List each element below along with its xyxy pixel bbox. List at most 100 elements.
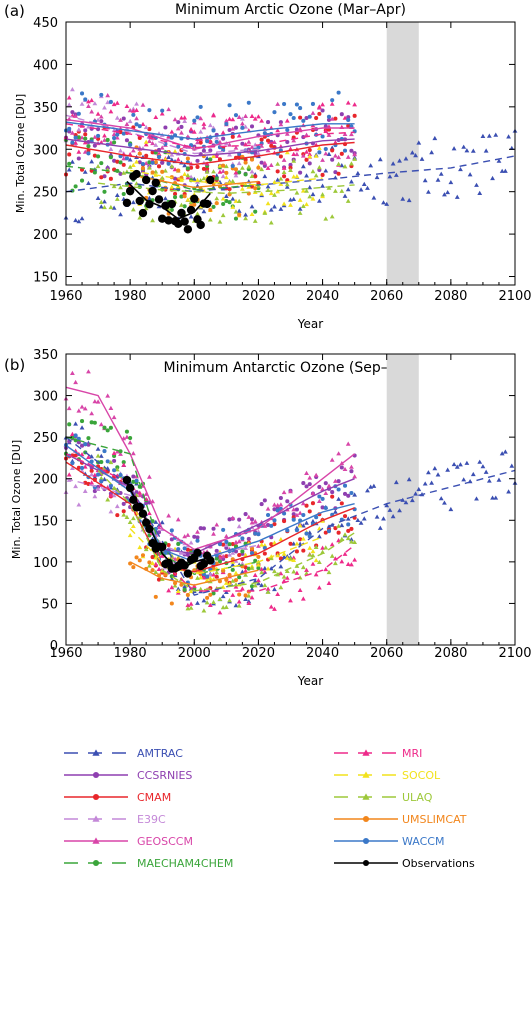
scatter-point-geosccm [323,490,329,496]
scatter-point-cmam [243,157,248,162]
scatter-point-socol [246,184,252,189]
scatter-point-mri [143,142,149,147]
scatter-point-waccm [285,127,290,133]
scatter-point-umslimcat [211,566,216,571]
scatter-point-ccsrnies [102,174,107,179]
legend-marker-mri [362,749,370,756]
scatter-point-geosccm [86,103,91,108]
observation-point [167,199,177,209]
scatter-point-geosccm [159,145,165,150]
observation-point [158,214,167,223]
scatter-point-amtrac [336,496,342,501]
scatter-point-waccm [272,518,277,523]
scatter-point-ccsrnies [192,534,197,539]
scatter-point-cmam [310,501,315,506]
scatter-point-ulaq [98,475,104,481]
scatter-point-amtrac [349,179,354,184]
scatter-point-waccm [198,104,203,109]
legend-label-observations: Observations [402,857,475,870]
scatter-point-socol [220,196,226,201]
scatter-point-socol [239,186,245,191]
scatter-point-amtrac [384,503,390,508]
scatter-point-e39c [256,529,261,534]
scatter-point-socol [268,190,274,196]
scatter-point-waccm [246,100,251,105]
scatter-point-amtrac [86,180,91,186]
scatter-point-ccsrnies [259,160,264,165]
scatter-point-ulaq [217,596,223,602]
scatter-point-waccm [291,115,296,121]
scatter-point-mri [70,431,75,437]
scatter-point-cmam [147,127,152,132]
scatter-point-cmam [112,167,117,172]
scatter-point-amtrac [92,474,98,480]
scatter-point-geosccm [294,151,300,157]
scatter-point-cmam [272,522,277,527]
scatter-point-maecham4chem [243,172,248,177]
scatter-point-ulaq [137,514,143,519]
scatter-point-mri [86,99,91,104]
scatter-point-amtrac [413,153,418,158]
scatter-point-geosccm [230,515,236,520]
scatter-point-geosccm [294,512,300,517]
scatter-point-ccsrnies [330,157,335,162]
scatter-point-cmam [304,157,309,162]
scatter-point-amtrac [249,586,255,591]
scatter-point-ccsrnies [266,120,271,125]
scatter-point-geosccm [278,502,284,507]
scatter-point-cmam [73,453,78,458]
scatter-point-socol [217,163,223,168]
scatter-point-mri [275,591,281,597]
scatter-point-geosccm [223,118,229,123]
scatter-point-waccm [240,125,245,130]
scatter-point-amtrac [352,492,358,497]
scatter-point-waccm [99,479,104,484]
scatter-point-e39c [239,561,245,566]
scatter-point-geosccm [345,441,351,446]
scatter-point-umslimcat [173,581,178,586]
scatter-point-amtrac [493,495,499,500]
scatter-point-mri [278,571,284,576]
scatter-point-mri [179,115,184,120]
scatter-point-amtrac [297,206,303,211]
scatter-point-ulaq [333,188,338,193]
scatter-point-mri [86,454,91,459]
y-axis-label: Min. Total Ozone [DU] [10,440,23,559]
scatter-point-waccm [131,112,136,117]
scatter-point-ulaq [320,192,325,197]
scatter-point-mri [217,610,223,615]
scatter-point-mri [66,95,72,100]
scatter-point-geosccm [108,140,114,145]
scatter-point-ccsrnies [326,117,332,122]
scatter-point-ccsrnies [262,163,267,168]
scatter-point-geosccm [349,464,354,469]
scatter-point-geosccm [227,142,232,147]
scatter-point-ulaq [323,545,329,550]
scatter-point-e39c [188,540,194,545]
scatter-point-amtrac [278,564,284,569]
scatter-point-waccm [147,108,152,113]
scatter-point-ccsrnies [92,143,97,148]
scatter-point-maecham4chem [173,195,178,200]
scatter-point-ccsrnies [285,499,290,504]
scatter-point-mri [284,118,290,123]
scatter-point-ccsrnies [253,151,258,156]
scatter-point-socol [259,191,265,196]
scatter-point-e39c [79,101,85,106]
scatter-point-waccm [86,151,91,156]
scatter-point-amtrac [243,596,248,602]
scatter-point-ccsrnies [339,465,344,470]
scatter-point-maecham4chem [105,428,110,433]
scatter-point-mri [82,464,88,469]
observation-point [206,175,215,185]
scatter-point-umslimcat [153,160,158,165]
scatter-point-cmam [195,164,200,169]
scatter-point-amtrac [342,193,348,198]
scatter-point-mri [156,566,162,572]
scatter-point-waccm [102,449,107,454]
scatter-point-ulaq [316,165,322,170]
scatter-point-mri [307,151,313,157]
scatter-point-cmam [92,153,97,158]
scatter-point-amtrac [349,537,354,542]
scatter-point-ulaq [326,569,332,575]
